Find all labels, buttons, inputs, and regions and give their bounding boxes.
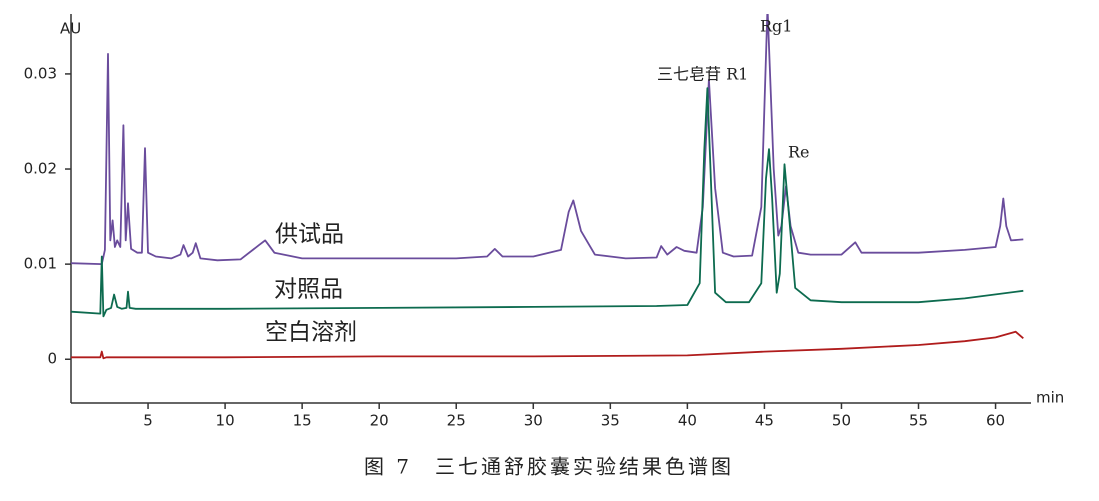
y-tick-label: 0 [47, 350, 57, 368]
x-tick-label: 50 [832, 412, 851, 430]
x-tick-label: 35 [601, 412, 620, 430]
y-tick-label: 0.01 [24, 255, 57, 273]
caption: 图 7 三七通舒胶囊实验结果色谱图 [364, 455, 734, 479]
x-tick-label: 15 [293, 412, 312, 430]
x-tick-label: 60 [986, 412, 1005, 430]
x-tick-label: 5 [143, 412, 153, 430]
series-line [71, 14, 1024, 265]
series-line [71, 330, 1024, 360]
series-line [71, 87, 1024, 318]
y-tick-label: 0.03 [24, 64, 57, 82]
peak-annotation: Rg1 [760, 17, 792, 36]
y-axis-label: AU [60, 20, 81, 38]
x-tick-label: 20 [370, 412, 389, 430]
peak-annotation: Re [788, 143, 810, 162]
peak-annotation: 三七皂苷 R1 [657, 65, 748, 84]
series-label: 对照品 [274, 277, 343, 303]
x-tick-label: 40 [678, 412, 697, 430]
x-tick-label: 10 [216, 412, 235, 430]
series-label: 供试品 [275, 222, 344, 248]
x-tick-label: 55 [909, 412, 928, 430]
x-tick-label: 30 [524, 412, 543, 430]
series-label: 空白溶剂 [265, 320, 357, 346]
plot-area [71, 14, 1024, 360]
x-axis-label: min [1036, 389, 1064, 407]
x-tick-label: 25 [447, 412, 466, 430]
x-tick-label: 45 [755, 412, 774, 430]
y-tick-label: 0.02 [24, 160, 57, 178]
